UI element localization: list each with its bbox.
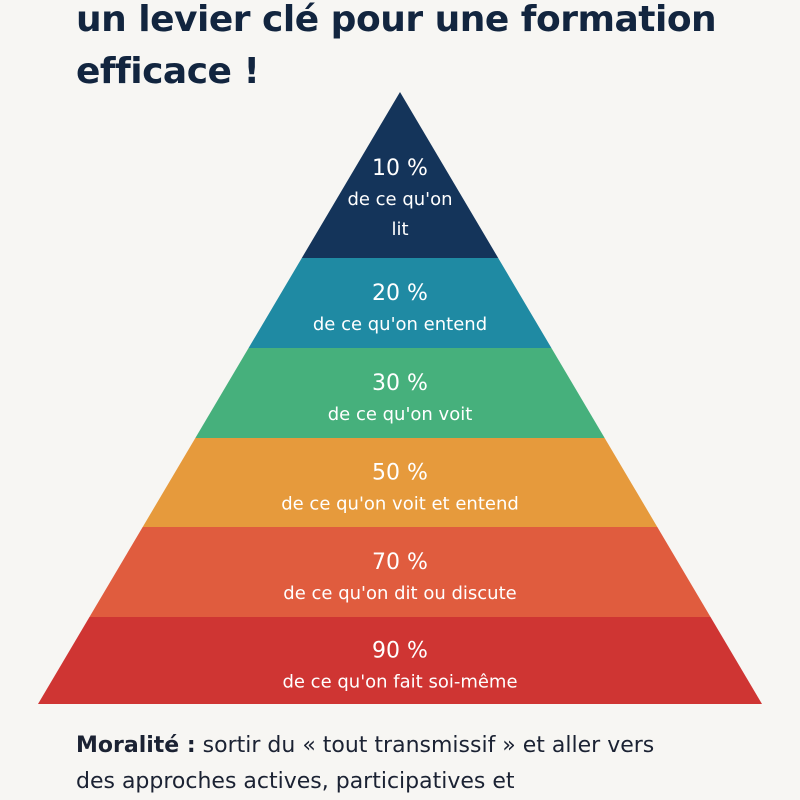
pyramid-tier-50: [142, 438, 658, 527]
tier-percent-50: 50 %: [372, 461, 428, 486]
tier-description-10: lit: [391, 219, 408, 240]
pyramid-tier-90: [38, 617, 762, 704]
tier-percent-20: 20 %: [372, 281, 428, 306]
tier-description-20: de ce qu'on entend: [313, 314, 487, 335]
pyramid-tier-20: [248, 258, 552, 348]
tier-description-10: de ce qu'on: [347, 189, 452, 210]
tier-description-30: de ce qu'on voit: [328, 404, 473, 425]
tier-description-70: de ce qu'on dit ou discute: [283, 583, 516, 604]
pyramid-tier-70: [89, 527, 711, 617]
morale-paragraph: Moralité : sortir du « tout transmissif …: [76, 728, 776, 800]
morale-text: sortir du « tout transmissif » et aller …: [195, 733, 655, 758]
pyramid-tier-30: [195, 348, 605, 438]
tier-description-50: de ce qu'on voit et entend: [281, 494, 519, 515]
title-line-1: un levier clé pour une formation: [76, 0, 717, 40]
morale-text-line-2: des approches actives, participatives et: [76, 769, 515, 794]
tier-percent-90: 90 %: [372, 639, 428, 664]
title-line-2: efficace !: [76, 51, 260, 92]
tier-description-90: de ce qu'on fait soi-même: [282, 672, 517, 693]
pyramid-tier-10: [301, 92, 499, 258]
tier-percent-30: 30 %: [372, 371, 428, 396]
tier-percent-10: 10 %: [372, 156, 428, 181]
morale-label: Moralité :: [76, 733, 196, 758]
page-title: un levier clé pour une formation efficac…: [76, 0, 776, 98]
tier-percent-70: 70 %: [372, 550, 428, 575]
